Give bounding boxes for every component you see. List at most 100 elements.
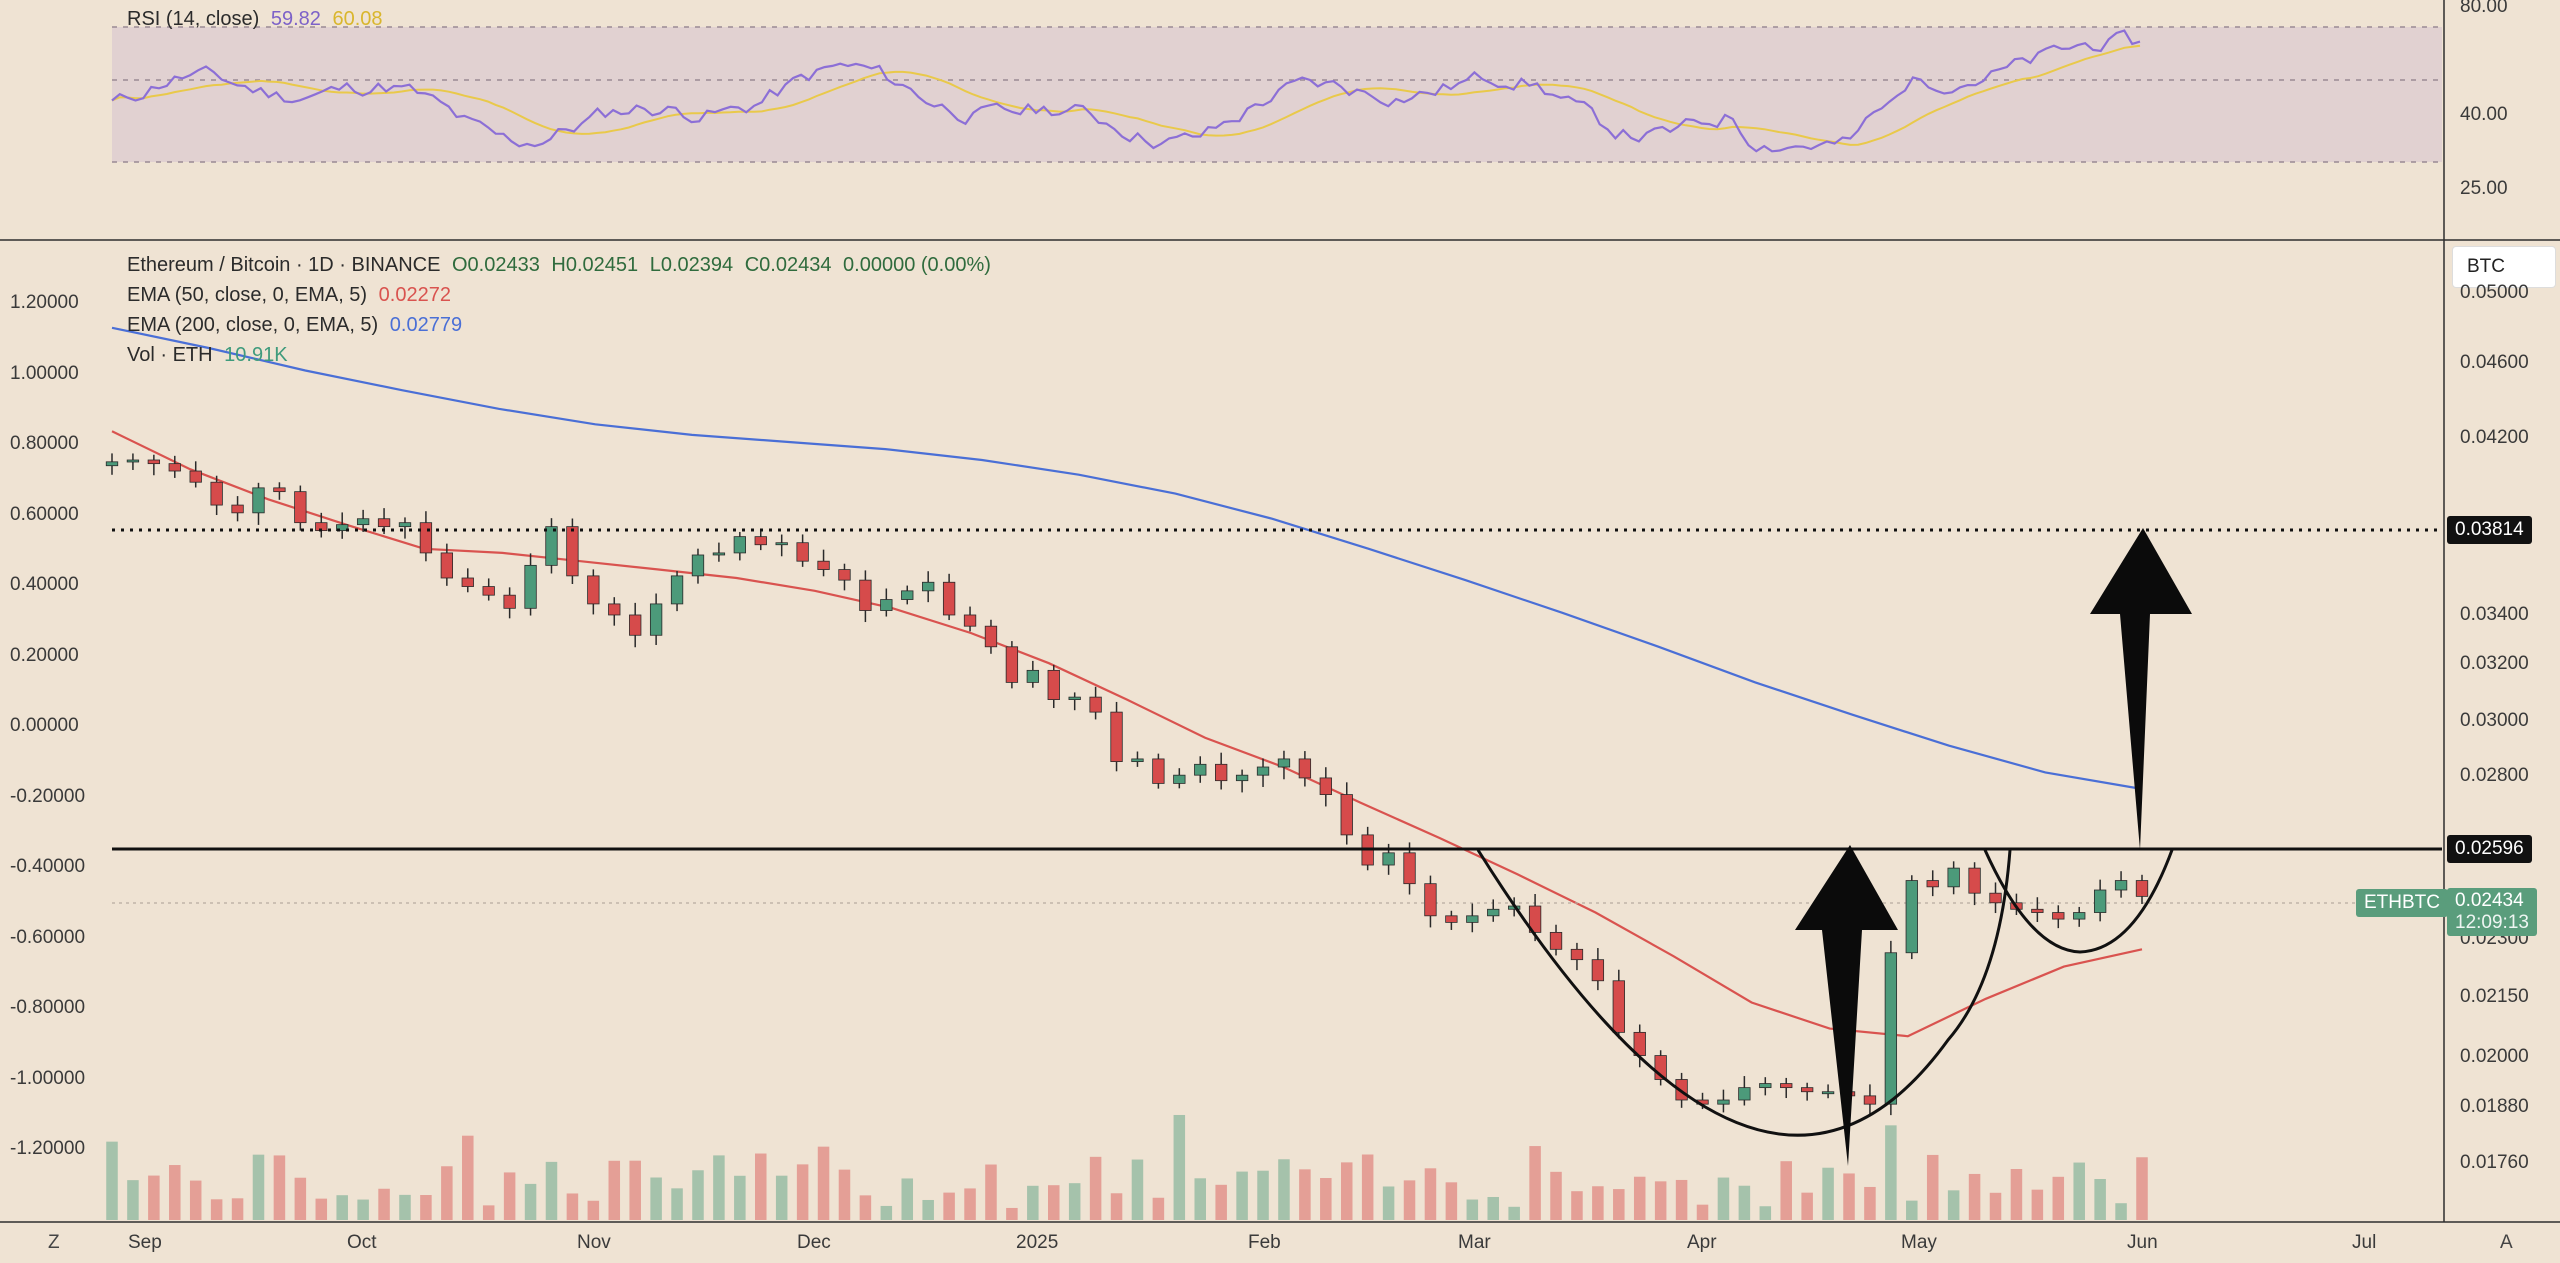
candle-body (1026, 669, 1039, 683)
candle-body (838, 569, 851, 581)
currency-button[interactable]: BTC (2452, 246, 2556, 288)
volume-bar (775, 1175, 788, 1220)
candle-body (1947, 867, 1960, 888)
candle-body (105, 461, 119, 467)
candle-body (1340, 794, 1353, 836)
volume-bar (315, 1198, 328, 1220)
volume-bar (1278, 1159, 1290, 1220)
candle-body (796, 542, 809, 562)
rsi-panel (111, 26, 2442, 163)
volume-bar (1592, 1186, 1604, 1220)
candle-body (189, 470, 202, 483)
volume-bar (1822, 1167, 1834, 1220)
candle-body (942, 581, 956, 616)
volume-bar (441, 1166, 453, 1220)
volume-bar (231, 1198, 244, 1220)
candle-body (2052, 912, 2065, 920)
candle-body (1152, 758, 1165, 784)
right-tick-label: 0.03200 (2460, 653, 2529, 674)
vol-legend: Vol · ETH 10.91K (127, 344, 294, 367)
volume-bar (1403, 1180, 1416, 1220)
volume-bar (2094, 1179, 2106, 1220)
volume-bar (1571, 1191, 1583, 1220)
corner-left[interactable]: Z (48, 1232, 60, 1253)
candle-body (1131, 758, 1144, 763)
volume-bar (1696, 1204, 1709, 1220)
x-tick-label: Apr (1687, 1232, 1717, 1253)
x-tick-label: Mar (1458, 1232, 1491, 1253)
volume-bar (1068, 1183, 1081, 1220)
cup-curve (1476, 849, 2012, 1137)
candle-body (1005, 646, 1019, 683)
right-tick-label: 0.04200 (2460, 427, 2529, 448)
candle-body (1570, 948, 1584, 961)
volume-bar (713, 1155, 725, 1220)
volume-bar (169, 1165, 181, 1220)
rsi-ma-value: 60.08 (332, 8, 383, 30)
volume-bar (1299, 1169, 1311, 1220)
x-tick-label: Sep (128, 1232, 162, 1253)
volume-bar (1173, 1114, 1186, 1220)
volume-bar (1613, 1189, 1625, 1220)
volume-bar (1780, 1161, 1792, 1220)
left-tick-label: 0.60000 (10, 503, 79, 525)
ema50-legend: EMA (50, close, 0, EMA, 5) 0.02272 (127, 284, 457, 307)
volume-bar (1215, 1184, 1227, 1220)
volume-bar (1424, 1168, 1437, 1220)
candle-body (922, 581, 935, 592)
x-tick-label: 2025 (1016, 1232, 1059, 1253)
ema50-line (111, 430, 2143, 1038)
volume-bar (1131, 1159, 1144, 1220)
volume-bar (1089, 1156, 1102, 1220)
left-tick-label: -0.40000 (10, 856, 86, 877)
rsi-band (112, 27, 2442, 162)
volume-bar (859, 1195, 872, 1220)
candle-body (356, 518, 370, 526)
candle-body (587, 575, 600, 605)
candle-body (1110, 711, 1123, 763)
rsi-level-80: 80.00 (2460, 0, 2508, 17)
candle-body (733, 536, 746, 554)
candle-body (273, 487, 286, 493)
volume-bar (1633, 1176, 1646, 1220)
candle-body (1089, 696, 1102, 713)
volume-bar (1843, 1173, 1855, 1220)
candle-body (566, 526, 579, 577)
volume-bars (106, 1114, 2148, 1220)
volume-bar (1508, 1206, 1520, 1220)
left-tick-label: -1.20000 (10, 1138, 86, 1159)
corner-right[interactable]: A (2500, 1232, 2513, 1253)
candle-body (1382, 852, 1395, 866)
left-tick-label: -0.80000 (10, 997, 86, 1018)
candle-body (754, 536, 767, 546)
volume-bar (1654, 1181, 1667, 1220)
candle-body (377, 518, 391, 528)
volume-bar (482, 1205, 495, 1220)
candle-body (147, 459, 161, 465)
neckline-level-tag: 0.02596 (2447, 835, 2532, 863)
volume-bar (2073, 1162, 2085, 1220)
last-price: 0.02434 (2455, 890, 2524, 911)
candle-body (1256, 766, 1270, 776)
x-tick-label: Dec (797, 1232, 831, 1253)
candle-body (1759, 1083, 1772, 1089)
volume-bar (1320, 1178, 1332, 1220)
volume-bar (692, 1170, 704, 1220)
candle-body (336, 524, 349, 532)
volume-bar (1382, 1186, 1395, 1220)
volume-bar (1947, 1190, 1960, 1220)
x-tick-label: Jul (2352, 1232, 2377, 1253)
volume-bar (106, 1141, 118, 1220)
volume-bar (880, 1205, 893, 1220)
volume-bar (1675, 1179, 1688, 1220)
left-tick-label: 1.20000 (10, 292, 79, 313)
volume-bar (2010, 1169, 2023, 1220)
right-tick-label: 0.03000 (2460, 710, 2529, 731)
volume-bar (1487, 1196, 1499, 1220)
countdown: 12:09:13 (2455, 912, 2529, 933)
right-tick-label: 0.02150 (2460, 986, 2529, 1007)
x-tick-label: Jun (2127, 1232, 2158, 1253)
candle-body (691, 554, 705, 577)
candle-body (1884, 952, 1898, 1105)
volume-bar (420, 1195, 432, 1220)
